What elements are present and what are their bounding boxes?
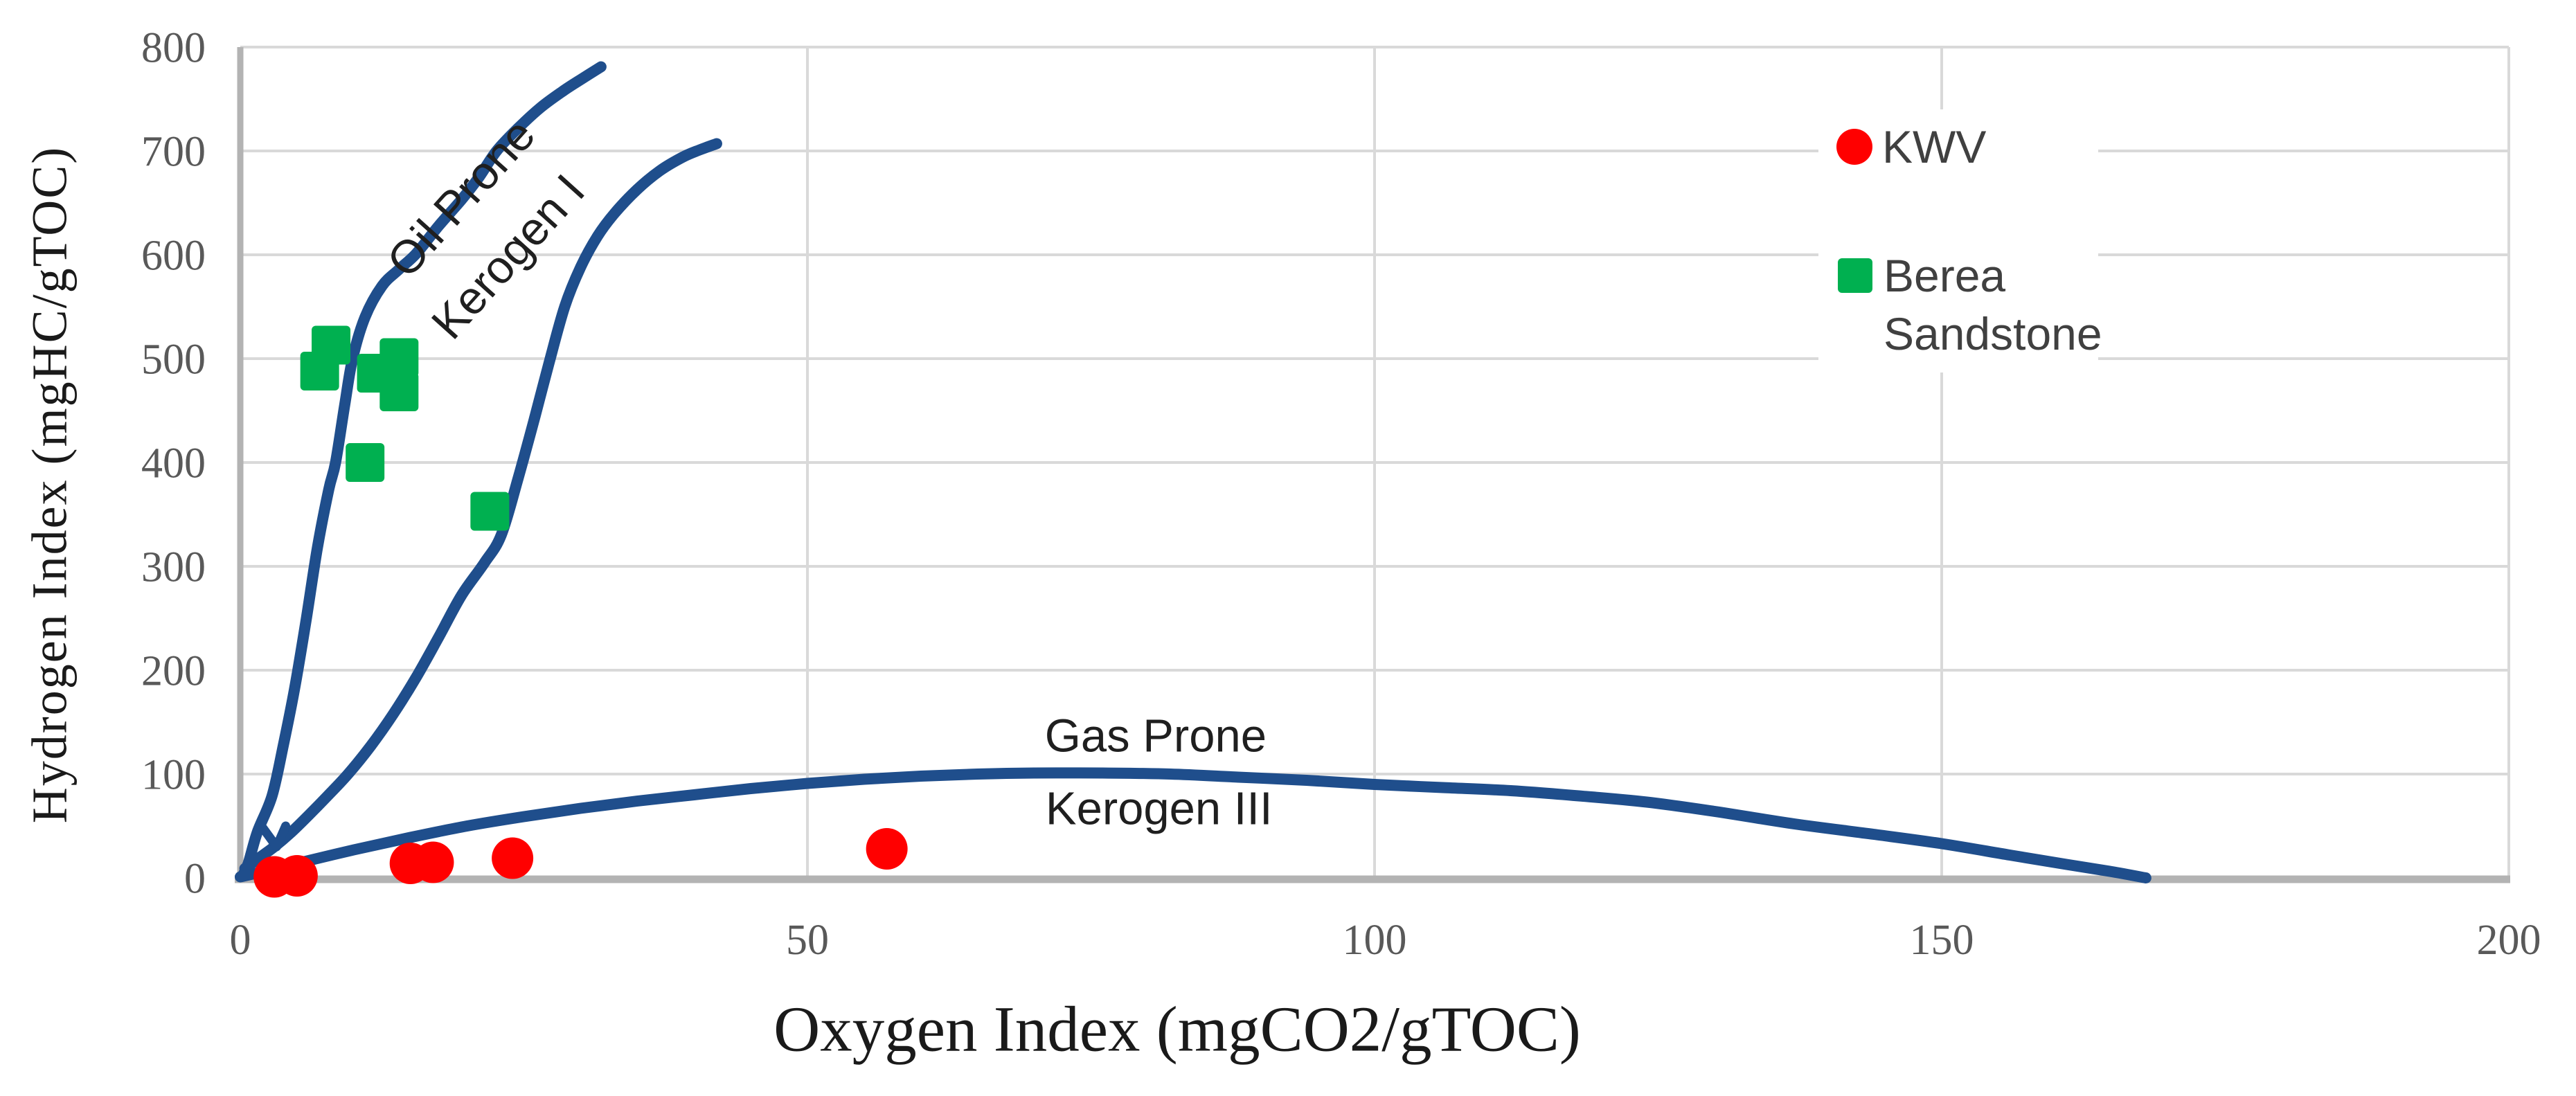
x-tick-label-0: 0 bbox=[230, 917, 251, 964]
point-berea-sandstone-1 bbox=[312, 325, 351, 365]
legend-item-kwv: KWV bbox=[1836, 121, 2098, 172]
kwv-series-marker-icon bbox=[1836, 129, 1872, 165]
point-berea-sandstone-6 bbox=[470, 492, 510, 531]
point-kwv-1 bbox=[276, 855, 318, 897]
curve-kerogen-iii-boundary bbox=[235, 767, 2152, 883]
legend-label-berea: Berea Sandstone bbox=[1884, 250, 2102, 359]
y-tick-label-600: 600 bbox=[141, 233, 206, 280]
y-tick-label-800: 800 bbox=[141, 25, 206, 72]
point-kwv-4 bbox=[492, 837, 534, 879]
curve-kerogen-ii-boundary bbox=[239, 138, 722, 874]
legend-item-berea: Berea Sandstone bbox=[1838, 246, 2102, 363]
curve-kerogen-ii-arrowhead bbox=[258, 821, 291, 852]
legend: KWV Berea Sandstone bbox=[1818, 109, 2102, 372]
y-tick-label-500: 500 bbox=[141, 336, 206, 384]
berea-series-marker-icon bbox=[1838, 258, 1872, 293]
point-berea-sandstone-3 bbox=[379, 338, 419, 377]
curve-kerogen-i-boundary bbox=[237, 61, 607, 881]
point-berea-sandstone-5 bbox=[346, 443, 385, 482]
y-axis-title: Hydrogen Index (mgHC/gTOC) bbox=[21, 145, 78, 824]
annotation-gas-prone: Gas Prone bbox=[1044, 710, 1267, 762]
x-tick-label-150: 150 bbox=[1910, 917, 1974, 964]
annotation-kerogen-iii: Kerogen III bbox=[1045, 782, 1273, 834]
x-tick-label-100: 100 bbox=[1343, 917, 1407, 964]
point-berea-sandstone-4 bbox=[379, 372, 419, 411]
point-kwv-5 bbox=[866, 828, 908, 870]
x-tick-label-50: 50 bbox=[786, 917, 829, 964]
y-tick-label-700: 700 bbox=[141, 129, 206, 176]
y-tick-label-300: 300 bbox=[141, 544, 206, 591]
x-tick-label-200: 200 bbox=[2477, 917, 2541, 964]
y-tick-label-400: 400 bbox=[141, 440, 206, 487]
x-axis-title: Oxygen Index (mgCO2/gTOC) bbox=[773, 994, 1581, 1066]
y-tick-label-100: 100 bbox=[141, 752, 206, 799]
y-tick-label-0: 0 bbox=[184, 856, 206, 903]
legend-label-kwv: KWV bbox=[1882, 121, 1987, 172]
point-kwv-3 bbox=[412, 841, 454, 883]
y-tick-label-200: 200 bbox=[141, 648, 206, 695]
